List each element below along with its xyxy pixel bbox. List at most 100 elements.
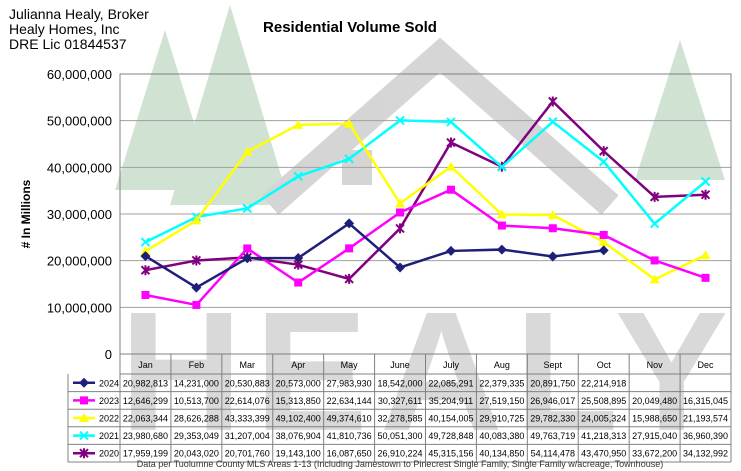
data-label: 20,573,000 xyxy=(276,378,321,388)
data-label: 34,132,992 xyxy=(683,449,728,459)
data-label: 23,980,680 xyxy=(123,431,168,441)
data-label: 27,915,040 xyxy=(632,431,677,441)
data-label: 21,193,574 xyxy=(683,414,728,424)
x-tick-label: July xyxy=(443,360,460,370)
data-label: 43,470,950 xyxy=(581,449,626,459)
broker-name: Julianna Healy, Broker xyxy=(9,6,149,22)
data-label: 14,231,000 xyxy=(174,378,219,388)
data-point xyxy=(140,246,151,256)
data-point xyxy=(598,236,609,246)
watermark: HEALY xyxy=(115,5,741,467)
data-label: 41,218,313 xyxy=(581,431,626,441)
y-axis-label: # In Millions xyxy=(19,179,33,248)
data-label: 28,626,288 xyxy=(174,414,219,424)
data-label: 27,519,150 xyxy=(479,396,524,406)
data-label: 40,154,005 xyxy=(428,414,473,424)
data-label: 43,333,399 xyxy=(225,414,270,424)
data-point xyxy=(547,210,558,220)
data-point xyxy=(649,274,660,284)
data-point xyxy=(599,156,609,167)
data-point xyxy=(79,430,89,441)
data-point xyxy=(395,223,405,234)
data-point xyxy=(650,256,659,265)
x-tick-label: Sept xyxy=(544,360,563,370)
data-label: 19,143,100 xyxy=(276,449,321,459)
data-point xyxy=(344,273,354,284)
data-label: 38,076,904 xyxy=(276,431,321,441)
data-point xyxy=(446,137,456,148)
footer-note: Data per Tuolumne County MLS Areas 1-13 … xyxy=(136,459,664,469)
y-tick-label: 60,000,000 xyxy=(47,67,112,82)
data-point xyxy=(599,230,608,239)
series-line xyxy=(144,122,707,281)
data-point xyxy=(701,273,710,282)
company-name: Healy Homes, Inc xyxy=(9,21,120,37)
data-point xyxy=(242,253,253,264)
watermark-text: HEALY xyxy=(120,277,741,467)
data-label: 49,102,400 xyxy=(276,414,321,424)
series-2022 xyxy=(140,118,711,284)
y-tick-label: 20,000,000 xyxy=(47,254,112,269)
data-point xyxy=(547,251,558,262)
data-point xyxy=(140,265,151,276)
data-label: 12,646,299 xyxy=(123,396,168,406)
x-tick-label: Feb xyxy=(189,360,205,370)
data-point xyxy=(294,278,303,287)
data-label: 15,313,850 xyxy=(276,396,321,406)
data-label: 22,085,291 xyxy=(428,378,473,388)
tree-shape xyxy=(635,40,725,180)
data-label: 35,204,911 xyxy=(429,396,473,406)
data-label: 20,043,020 xyxy=(174,449,219,459)
data-point xyxy=(496,244,507,255)
data-label: 22,634,144 xyxy=(327,396,372,406)
data-point xyxy=(649,191,660,202)
data-label: 16,315,045 xyxy=(683,396,728,406)
data-label: 20,891,750 xyxy=(530,378,575,388)
data-label: 32,278,585 xyxy=(378,414,423,424)
legend-label: 2021 xyxy=(99,431,119,441)
x-tick-label: May xyxy=(341,360,359,370)
data-label: 16,087,650 xyxy=(327,449,372,459)
data-point xyxy=(79,413,89,422)
legend-label: 2023 xyxy=(99,396,119,406)
data-point xyxy=(192,300,201,309)
data-point xyxy=(445,245,456,256)
roof-shape xyxy=(261,37,619,215)
data-point xyxy=(243,244,252,253)
data-point xyxy=(395,198,406,208)
x-tick-label: June xyxy=(390,360,410,370)
data-label: 30,327,611 xyxy=(378,396,422,406)
data-label: 22,063,344 xyxy=(123,414,168,424)
x-tick-label: Jan xyxy=(138,360,153,370)
data-point xyxy=(700,176,711,187)
x-tick-label: Nov xyxy=(647,360,664,370)
data-label: 20,701,760 xyxy=(225,449,270,459)
data-label: 27,983,930 xyxy=(327,378,372,388)
x-tick-label: Aug xyxy=(494,360,510,370)
data-label: 40,083,380 xyxy=(479,431,524,441)
data-point xyxy=(191,282,202,293)
data-label: 26,946,017 xyxy=(530,396,575,406)
data-point xyxy=(191,255,202,266)
series-2021 xyxy=(140,115,711,247)
x-tick-label: Dec xyxy=(698,360,715,370)
series-2024 xyxy=(140,218,609,293)
data-label: 49,374,610 xyxy=(327,414,372,424)
data-point xyxy=(80,396,88,405)
data-label: 36,960,390 xyxy=(683,431,728,441)
data-label: 18,542,000 xyxy=(378,378,423,388)
data-point xyxy=(446,185,455,194)
data-label: 49,763,719 xyxy=(530,431,575,441)
data-label: 41,810,736 xyxy=(327,431,372,441)
data-label: 20,049,480 xyxy=(632,396,677,406)
data-point xyxy=(548,117,558,127)
data-point xyxy=(141,290,150,299)
data-label: 29,782,330 xyxy=(530,414,575,424)
data-point xyxy=(293,171,303,182)
data-label: 20,530,883 xyxy=(225,378,270,388)
tree-shape xyxy=(115,30,215,190)
data-point xyxy=(191,215,202,225)
data-label: 33,672,200 xyxy=(632,449,677,459)
data-point xyxy=(79,448,89,459)
data-point xyxy=(140,251,151,262)
